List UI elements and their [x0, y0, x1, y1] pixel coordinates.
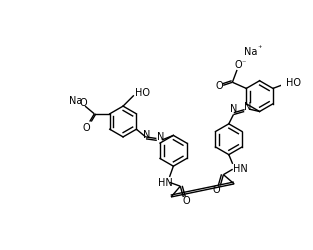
Text: N: N [230, 104, 237, 114]
Text: Na: Na [69, 96, 83, 106]
Text: N: N [156, 132, 164, 141]
Text: N: N [244, 102, 251, 112]
Text: Na: Na [244, 46, 258, 56]
Text: N: N [143, 129, 150, 139]
Text: O: O [183, 195, 190, 205]
Text: HN: HN [233, 163, 248, 173]
Text: O: O [216, 81, 223, 91]
Text: O: O [80, 98, 87, 108]
Text: ⁺: ⁺ [257, 44, 262, 53]
Text: O: O [213, 184, 220, 194]
Text: HO: HO [135, 88, 150, 98]
Text: HN: HN [158, 178, 173, 188]
Text: HO: HO [286, 78, 301, 88]
Text: ⁻: ⁻ [241, 58, 245, 67]
Text: O: O [235, 60, 242, 70]
Text: O: O [83, 122, 90, 132]
